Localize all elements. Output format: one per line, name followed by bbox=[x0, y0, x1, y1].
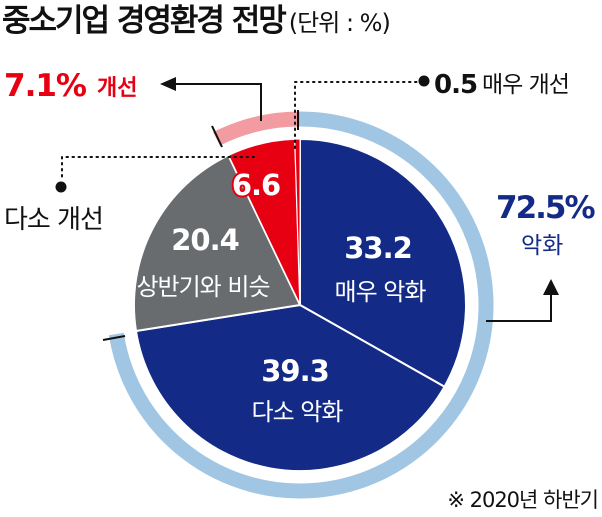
worsen-arrow-line bbox=[486, 292, 552, 322]
slice-label-much-worse-text: 매우 악화 bbox=[335, 278, 427, 306]
footnote: ※ 2020년 하반기 bbox=[447, 488, 598, 512]
slice-much-improve[interactable] bbox=[294, 138, 301, 306]
improve-arrow-head bbox=[160, 77, 176, 91]
slice-slightly-worse[interactable] bbox=[134, 303, 446, 473]
improve-ring bbox=[213, 111, 301, 146]
chart-title: 중소기업 경영환경 전망 (단위 : %) bbox=[2, 0, 391, 44]
much-improve-leader bbox=[294, 81, 421, 149]
worsen-total-value: 72.5% bbox=[496, 190, 595, 226]
unit-label: (단위 : %) bbox=[288, 9, 391, 37]
slightly-improve-dot bbox=[55, 181, 67, 193]
worsen-total-label: 악화 bbox=[521, 233, 563, 259]
improve-total-label: 개선 bbox=[97, 76, 137, 101]
improve-total-value: 7.1% bbox=[4, 68, 87, 104]
slice-label-similar-text: 상반기와 비슷 bbox=[136, 273, 269, 301]
slightly-improve-leader bbox=[61, 156, 255, 181]
slice-label-slightly-worse-text: 다소 악화 bbox=[252, 398, 344, 426]
slice-label-much-worse-value: 33.2 bbox=[344, 231, 412, 265]
slice-label-slightly-improve-value: 6.6 bbox=[232, 168, 280, 202]
much-improve-label: 매우 개선 bbox=[482, 72, 569, 98]
ring-tick-bottom-left bbox=[102, 335, 126, 341]
worsen-arrow-head bbox=[543, 279, 559, 295]
slightly-improve-label: 다소 개선 bbox=[4, 205, 103, 235]
slice-label-similar-value: 20.4 bbox=[171, 223, 239, 257]
slice-much-worse[interactable] bbox=[299, 137, 467, 389]
ring-tick-left bbox=[211, 125, 223, 148]
worsen-ring bbox=[108, 111, 494, 499]
title-text: 중소기업 경영환경 전망 bbox=[2, 3, 287, 39]
slice-label-slightly-worse-value: 39.3 bbox=[261, 354, 329, 388]
much-improve-value: 0.5 bbox=[434, 70, 477, 100]
improve-arrow-line bbox=[175, 83, 262, 121]
slice-similar[interactable] bbox=[133, 153, 302, 333]
much-improve-dot bbox=[418, 75, 430, 87]
